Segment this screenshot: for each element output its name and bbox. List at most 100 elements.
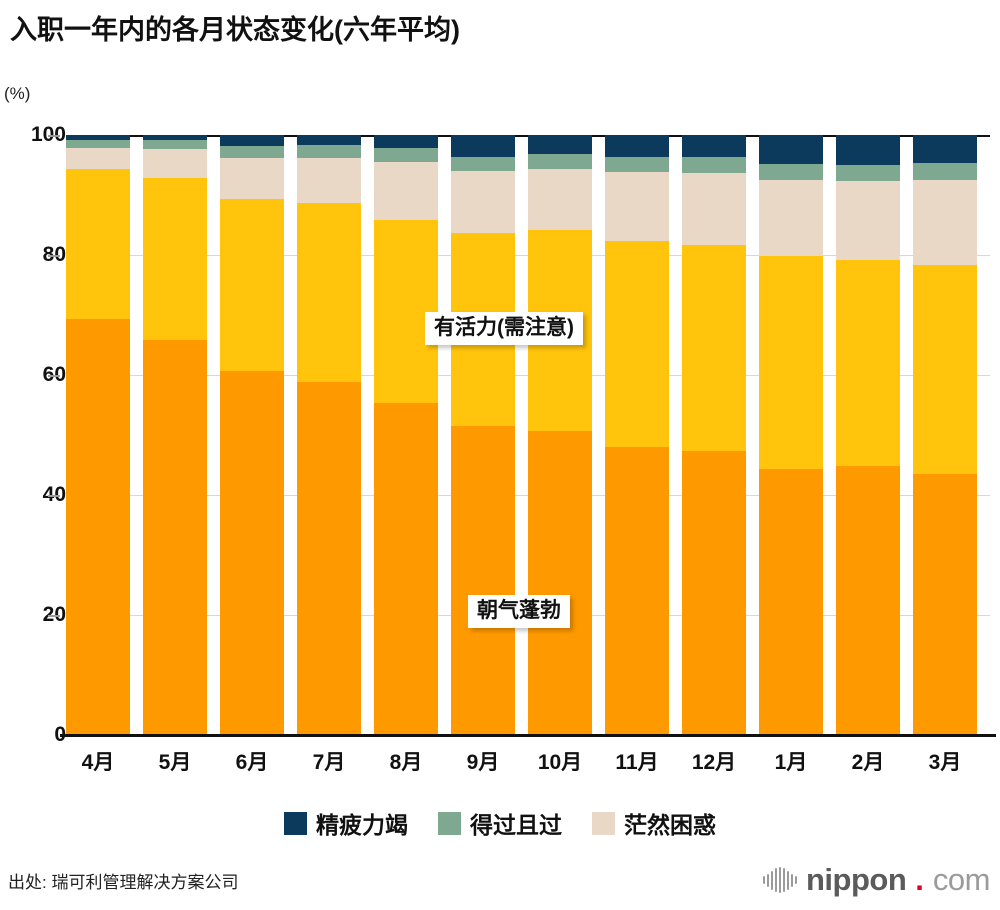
bar-segment-精疲力竭 (759, 135, 823, 165)
plot-area (66, 135, 990, 735)
bar-segment-茫然困惑 (143, 149, 207, 179)
bar-segment-精疲力竭 (605, 135, 669, 157)
y-axis-tick-label: 100 (30, 123, 66, 146)
bar-segment-茫然困惑 (220, 158, 284, 200)
bar-12月[interactable] (682, 135, 746, 735)
bar-segment-茫然困惑 (66, 148, 130, 170)
bar-segment-茫然困惑 (528, 169, 592, 230)
bar-segment-精疲力竭 (220, 135, 284, 146)
x-axis-tick-label: 10月 (537, 751, 583, 774)
bar-segment-得过且过 (682, 157, 746, 174)
bar-segment-有活力(需注意) (297, 203, 361, 383)
bar-segment-朝气蓬勃 (913, 474, 977, 735)
bar-segment-茫然困惑 (451, 171, 515, 234)
page-title: 入职一年内的各月状态变化(六年平均) (10, 15, 460, 45)
legend-swatch-confused (592, 811, 615, 835)
bar-2月[interactable] (836, 135, 900, 735)
y-axis: 020406080100 (0, 0, 66, 910)
bar-segment-朝气蓬勃 (682, 450, 746, 735)
x-axis-tick-label: 5月 (158, 751, 192, 774)
x-axis-tick-label: 9月 (466, 751, 500, 774)
legend-item-confused[interactable]: 茫然困惑 (592, 806, 716, 840)
bar-6月[interactable] (220, 135, 284, 735)
bar-segment-朝气蓬勃 (528, 430, 592, 735)
bar-segment-精疲力竭 (836, 135, 900, 166)
x-axis-tick-label: 6月 (235, 751, 269, 774)
legend-label-apathy: 得过且过 (470, 812, 562, 838)
nippon-waveform-icon (763, 867, 797, 893)
y-axis-tick-mark (48, 495, 60, 497)
bar-segment-有活力(需注意) (143, 178, 207, 341)
bar-segment-有活力(需注意) (682, 244, 746, 451)
logo-wordmark: nippon (806, 862, 907, 897)
bar-segment-精疲力竭 (451, 135, 515, 158)
nippon-com-logo[interactable]: nippon . com (763, 862, 991, 898)
bar-segment-朝气蓬勃 (451, 426, 515, 735)
x-axis-tick-label: 11月 (615, 751, 659, 774)
bar-segment-朝气蓬勃 (605, 447, 669, 735)
x-axis-tick-label: 3月 (928, 751, 962, 774)
legend-label-confused: 茫然困惑 (624, 812, 716, 838)
bar-segment-茫然困惑 (759, 180, 823, 256)
x-axis-tick-label: 2月 (851, 751, 885, 774)
bar-1月[interactable] (759, 135, 823, 735)
x-axis-tick-label: 1月 (774, 751, 808, 774)
bar-9月[interactable] (451, 135, 515, 735)
bar-segment-得过且过 (143, 140, 207, 150)
bar-3月[interactable] (913, 135, 977, 735)
y-axis-tick-label: 40 (42, 483, 66, 506)
bar-segment-朝气蓬勃 (836, 466, 900, 735)
bar-segment-得过且过 (297, 145, 361, 158)
bar-segment-精疲力竭 (66, 135, 130, 141)
bar-11月[interactable] (605, 135, 669, 735)
bar-segment-茫然困惑 (682, 173, 746, 245)
legend-item-apathy[interactable]: 得过且过 (438, 806, 562, 840)
y-axis-tick-mark (48, 135, 60, 137)
bar-segment-得过且过 (220, 145, 284, 159)
bar-segment-得过且过 (451, 157, 515, 172)
legend-swatch-apathy (438, 811, 461, 835)
bar-segment-精疲力竭 (374, 135, 438, 149)
bar-segment-有活力(需注意) (759, 255, 823, 469)
bar-segment-精疲力竭 (297, 135, 361, 146)
bar-segment-得过且过 (374, 148, 438, 163)
y-axis-tick-label: 80 (42, 243, 66, 266)
y-axis-unit-label: (%) (4, 84, 31, 103)
bar-segment-得过且过 (913, 163, 977, 181)
bar-segment-朝气蓬勃 (66, 319, 130, 735)
y-axis-tick-mark (48, 615, 60, 617)
bar-7月[interactable] (297, 135, 361, 735)
legend: 精疲力竭 得过且过 茫然困惑 (0, 806, 1000, 840)
bar-8月[interactable] (374, 135, 438, 735)
bar-segment-有活力(需注意) (374, 220, 438, 404)
bar-segment-得过且过 (528, 154, 592, 170)
legend-item-burnout[interactable]: 精疲力竭 (284, 806, 408, 840)
y-axis-tick-label: 20 (42, 603, 66, 626)
y-axis-tick-mark (48, 735, 60, 737)
y-axis-tick-label: 60 (42, 363, 66, 386)
callout-vigor-label: 朝气蓬勃 (468, 595, 570, 629)
bar-segment-精疲力竭 (682, 135, 746, 158)
bar-segment-茫然困惑 (913, 180, 977, 266)
source-note: 出处: 瑞可利管理解决方案公司 (8, 873, 239, 892)
bar-segment-茫然困惑 (297, 157, 361, 204)
logo-dot: . (915, 862, 924, 897)
bar-segment-有活力(需注意) (836, 260, 900, 467)
x-axis-tick-label: 7月 (312, 751, 346, 774)
legend-swatch-burnout (284, 811, 307, 835)
y-axis-tick-mark (48, 255, 60, 257)
bar-segment-得过且过 (66, 140, 130, 149)
bar-segment-得过且过 (605, 156, 669, 172)
bar-10月[interactable] (528, 135, 592, 735)
bar-segment-有活力(需注意) (913, 265, 977, 474)
bar-segment-有活力(需注意) (220, 199, 284, 372)
x-axis-tick-label: 4月 (81, 751, 115, 774)
x-axis-tick-label: 12月 (691, 751, 737, 774)
bar-segment-精疲力竭 (913, 135, 977, 164)
bar-segment-朝气蓬勃 (143, 340, 207, 735)
bar-5月[interactable] (143, 135, 207, 735)
bar-segment-茫然困惑 (374, 162, 438, 221)
bar-segment-精疲力竭 (528, 135, 592, 155)
logo-tld: com (932, 862, 991, 897)
bar-4月[interactable] (66, 135, 130, 735)
